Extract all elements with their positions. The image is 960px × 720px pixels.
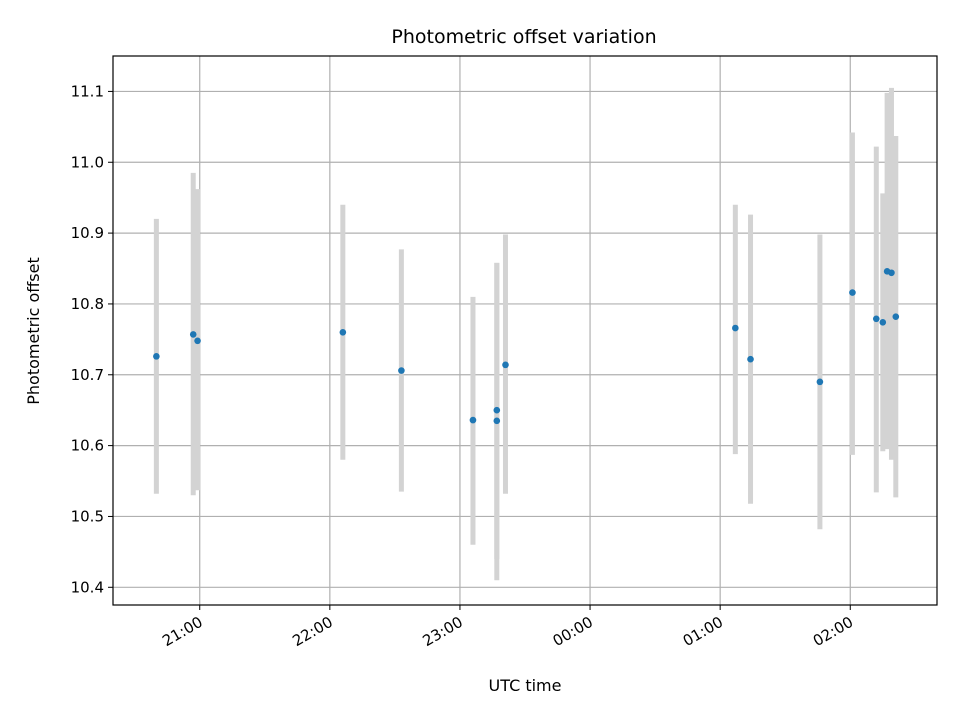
data-point — [189, 331, 197, 338]
y-tick-label: 11.0 — [71, 153, 104, 171]
x-axis-ticks: 21:00 22:00 23:00 00:00 01:00 02:00 — [159, 605, 856, 650]
point-layer — [153, 268, 900, 425]
y-tick-label: 10.4 — [71, 578, 104, 596]
y-tick-label: 10.5 — [71, 507, 104, 525]
data-point — [892, 313, 900, 320]
y-tick-label: 10.7 — [71, 366, 104, 384]
data-point — [469, 416, 477, 424]
plot-frame — [112, 55, 938, 606]
chart-title: Photometric offset variation — [391, 26, 656, 48]
data-point — [747, 355, 754, 363]
data-point — [502, 361, 509, 369]
data-point — [153, 353, 160, 360]
y-axis-label: Photometric offset — [24, 257, 43, 405]
y-tick-label: 11.1 — [71, 82, 104, 100]
data-point — [879, 319, 887, 326]
x-tick-label: 01:00 — [680, 613, 726, 650]
x-tick-label: 02:00 — [810, 613, 856, 650]
x-axis-label: UTC time — [489, 676, 562, 695]
data-point — [493, 406, 501, 414]
x-tick-label: 23:00 — [420, 613, 466, 650]
data-point — [849, 289, 856, 296]
data-point — [493, 417, 501, 425]
data-point — [339, 328, 347, 336]
x-tick-label: 00:00 — [550, 613, 596, 650]
grid-layer — [113, 56, 937, 605]
data-point — [398, 367, 405, 374]
data-point — [872, 315, 880, 323]
y-tick-label: 10.8 — [71, 295, 104, 313]
x-tick-label: 21:00 — [159, 613, 205, 650]
x-tick-label: 22:00 — [289, 613, 335, 650]
data-point — [732, 324, 739, 332]
data-point — [194, 337, 201, 345]
data-point — [888, 269, 895, 277]
data-point — [816, 378, 824, 386]
y-tick-label: 10.6 — [71, 437, 104, 455]
y-axis-ticks: 10.4 10.5 10.6 10.7 10.8 10.9 11.0 11.1 — [71, 82, 113, 596]
y-tick-label: 10.9 — [71, 224, 104, 242]
